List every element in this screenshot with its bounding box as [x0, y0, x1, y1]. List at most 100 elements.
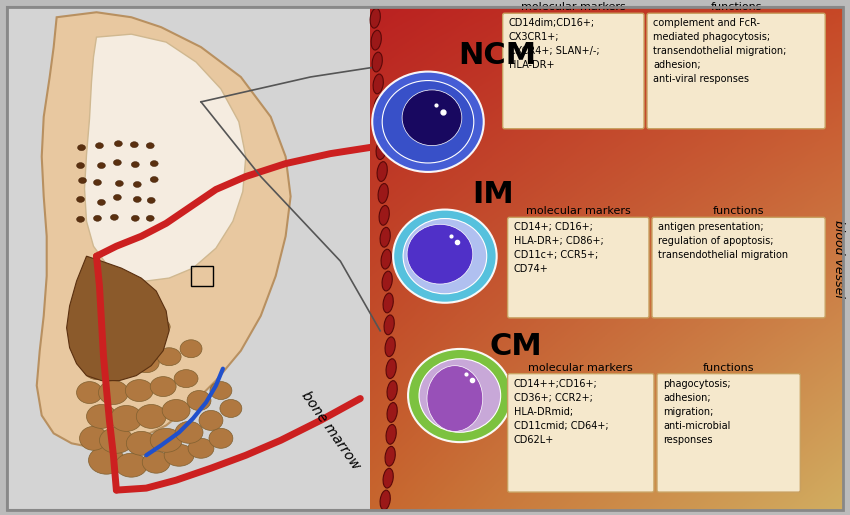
Ellipse shape	[384, 315, 394, 335]
Text: antigen presentation;
regulation of apoptosis;
transendothelial migration: antigen presentation; regulation of apop…	[658, 222, 788, 260]
Ellipse shape	[382, 271, 393, 291]
Ellipse shape	[76, 163, 84, 168]
Ellipse shape	[383, 468, 394, 488]
Ellipse shape	[371, 30, 382, 50]
Ellipse shape	[380, 227, 390, 247]
Ellipse shape	[76, 216, 84, 222]
Ellipse shape	[382, 80, 473, 163]
Ellipse shape	[98, 199, 105, 205]
Ellipse shape	[95, 143, 104, 149]
Polygon shape	[37, 12, 291, 448]
Text: CD14dim;CD16+;
CX3CR1+;
CXCR4+; SLAN+/-;
HLA-DR+: CD14dim;CD16+; CX3CR1+; CXCR4+; SLAN+/-;…	[508, 18, 599, 70]
FancyBboxPatch shape	[507, 374, 654, 492]
Text: functions: functions	[713, 207, 764, 216]
Ellipse shape	[77, 145, 86, 150]
Polygon shape	[66, 256, 169, 381]
Ellipse shape	[125, 325, 150, 343]
Ellipse shape	[116, 180, 123, 186]
Ellipse shape	[199, 410, 223, 431]
Ellipse shape	[377, 162, 388, 181]
Ellipse shape	[175, 421, 203, 443]
Text: IM: IM	[472, 180, 513, 210]
Ellipse shape	[94, 180, 101, 185]
Ellipse shape	[394, 210, 496, 303]
Ellipse shape	[148, 319, 170, 335]
Ellipse shape	[373, 74, 383, 94]
Ellipse shape	[378, 183, 388, 203]
Ellipse shape	[370, 8, 380, 28]
Ellipse shape	[146, 215, 154, 221]
Ellipse shape	[383, 293, 394, 313]
Ellipse shape	[125, 295, 147, 311]
Ellipse shape	[376, 140, 386, 160]
Ellipse shape	[162, 400, 190, 421]
Ellipse shape	[142, 451, 170, 473]
Ellipse shape	[419, 359, 501, 432]
Ellipse shape	[133, 353, 159, 373]
Ellipse shape	[99, 381, 128, 404]
Ellipse shape	[94, 215, 101, 221]
Ellipse shape	[115, 141, 122, 147]
Ellipse shape	[210, 382, 232, 400]
FancyBboxPatch shape	[652, 217, 825, 318]
Ellipse shape	[427, 366, 483, 432]
Text: CD14+; CD16+;
HLA-DR+; CD86+;
CD11c+; CCR5+;
CD74+: CD14+; CD16+; HLA-DR+; CD86+; CD11c+; CC…	[513, 222, 604, 274]
Ellipse shape	[131, 162, 139, 167]
Ellipse shape	[374, 96, 384, 116]
Ellipse shape	[187, 390, 211, 410]
Ellipse shape	[125, 380, 153, 402]
Ellipse shape	[99, 427, 133, 453]
Ellipse shape	[387, 403, 397, 422]
Ellipse shape	[386, 424, 396, 444]
Ellipse shape	[76, 333, 103, 353]
Ellipse shape	[99, 328, 128, 350]
Ellipse shape	[87, 404, 116, 428]
Ellipse shape	[385, 337, 395, 357]
Text: CD14++;CD16+;
CD36+; CCR2+;
HLA-DRmid;
CD11cmid; CD64+;
CD62L+: CD14++;CD16+; CD36+; CCR2+; HLA-DRmid; C…	[513, 379, 609, 444]
Ellipse shape	[133, 196, 141, 202]
Ellipse shape	[180, 340, 202, 358]
Ellipse shape	[157, 348, 181, 366]
Ellipse shape	[386, 359, 396, 379]
Text: NCM: NCM	[458, 41, 536, 70]
Ellipse shape	[164, 444, 194, 466]
Ellipse shape	[98, 163, 105, 168]
Ellipse shape	[150, 376, 176, 397]
Ellipse shape	[76, 382, 103, 403]
Ellipse shape	[83, 358, 111, 380]
Ellipse shape	[116, 453, 147, 477]
Ellipse shape	[80, 306, 104, 324]
Ellipse shape	[174, 370, 198, 388]
Text: functions: functions	[703, 363, 755, 373]
Text: molecular markers: molecular markers	[521, 2, 626, 12]
Ellipse shape	[385, 447, 395, 466]
Ellipse shape	[150, 428, 182, 452]
FancyBboxPatch shape	[507, 217, 649, 318]
Ellipse shape	[80, 426, 107, 450]
Ellipse shape	[76, 276, 99, 294]
Text: blood vessel: blood vessel	[831, 220, 845, 298]
Ellipse shape	[78, 178, 87, 183]
Ellipse shape	[127, 432, 156, 455]
Ellipse shape	[209, 428, 233, 448]
Ellipse shape	[136, 404, 166, 428]
Text: bone marrow: bone marrow	[298, 389, 363, 472]
Ellipse shape	[88, 447, 124, 474]
Polygon shape	[84, 34, 246, 281]
Text: molecular markers: molecular markers	[526, 207, 631, 216]
Ellipse shape	[146, 143, 154, 149]
Ellipse shape	[131, 215, 139, 221]
FancyBboxPatch shape	[647, 13, 825, 129]
Text: CM: CM	[490, 332, 542, 360]
Ellipse shape	[387, 381, 397, 401]
Ellipse shape	[113, 160, 122, 165]
FancyBboxPatch shape	[657, 374, 801, 492]
Ellipse shape	[98, 270, 122, 288]
Ellipse shape	[150, 177, 158, 182]
Ellipse shape	[113, 195, 122, 200]
Text: complement and FcR-
mediated phagocytosis;
transendothelial migration;
adhesion;: complement and FcR- mediated phagocytosi…	[653, 18, 786, 84]
Ellipse shape	[188, 438, 214, 458]
Ellipse shape	[150, 161, 158, 166]
Ellipse shape	[408, 349, 512, 442]
Ellipse shape	[106, 356, 136, 377]
